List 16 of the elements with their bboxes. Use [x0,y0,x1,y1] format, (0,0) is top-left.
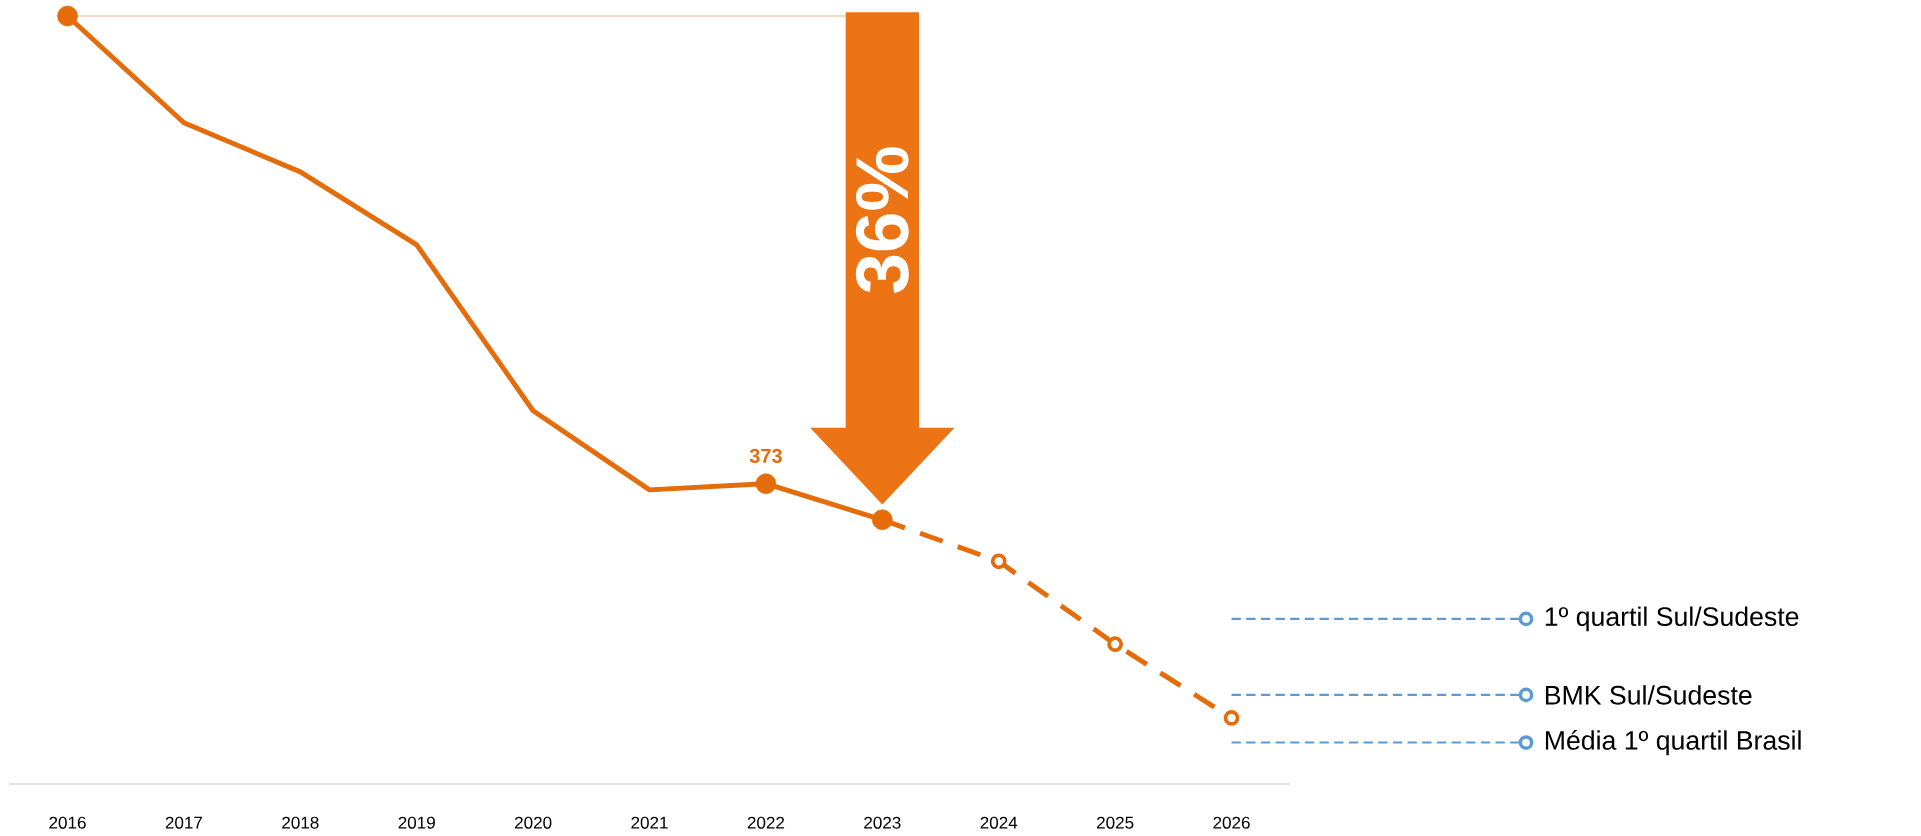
x-tick-label: 2016 [49,816,86,829]
x-tick-label: 2023 [864,816,901,829]
x-tick-label: 2017 [165,816,203,829]
ref-line-label: 1º quartil Sul/Sudeste [1545,606,1799,632]
x-tick-label: 2026 [1213,816,1250,829]
x-tick-label: 2024 [980,816,1018,829]
x-tick-label: 2020 [515,816,552,829]
annotation: 36% [855,147,909,293]
x-tick-label: 2021 [631,816,668,829]
x-tick-label: 2018 [282,816,319,829]
x-tick-label: 2022 [747,816,785,829]
annotation: 373 [749,448,782,463]
x-tick-label: 2019 [398,816,435,829]
ref-line-label: BMK Sul/Sudeste [1545,685,1752,705]
x-tick-label: 2025 [1097,816,1134,829]
ref-line-label: Média 1º quartil Brasil [1545,729,1801,756]
